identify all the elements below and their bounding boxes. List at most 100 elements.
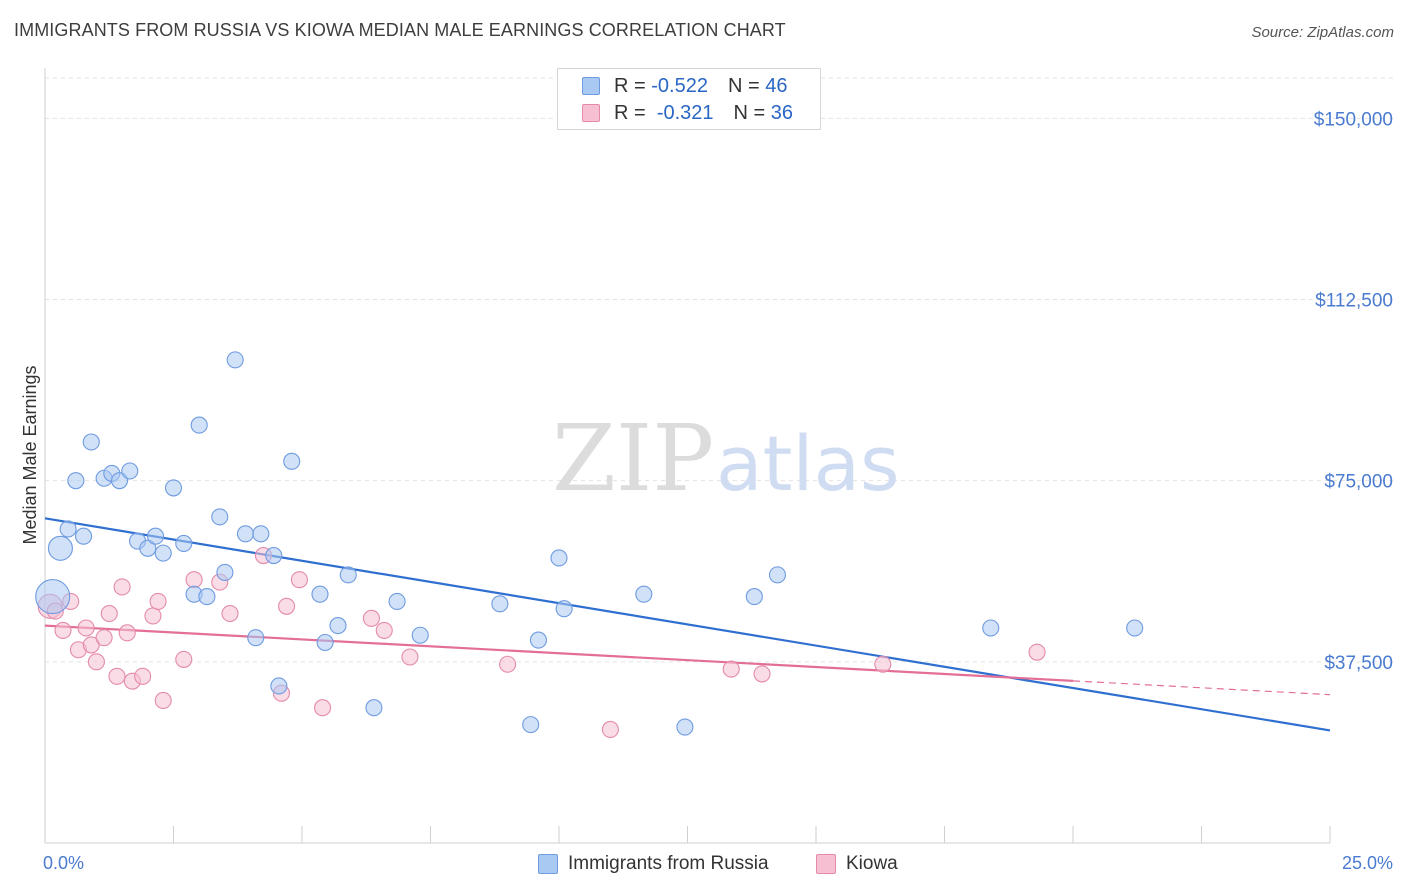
data-point <box>745 588 763 606</box>
data-point <box>95 629 113 647</box>
data-point <box>190 416 208 434</box>
bottom-legend-swatch-kiowa <box>816 854 836 874</box>
legend-r-value: -0.321 <box>656 101 714 124</box>
legend-n-label: N = <box>733 101 766 124</box>
data-point <box>82 433 100 451</box>
y-tick-label: $112,500 <box>1315 290 1393 311</box>
bottom-legend-russia: Immigrants from Russia <box>538 852 769 876</box>
data-point <box>375 621 393 639</box>
data-point <box>768 566 787 584</box>
data-point <box>522 716 540 734</box>
data-point <box>134 667 152 685</box>
bottom-legend-kiowa: Kiowa <box>816 852 898 876</box>
data-points <box>35 351 1144 739</box>
data-point <box>139 539 157 557</box>
bottom-legend-label-kiowa: Kiowa <box>846 853 898 874</box>
data-point <box>164 479 183 497</box>
data-point <box>339 566 357 584</box>
legend-r-value: -0.522 <box>651 74 708 97</box>
data-point <box>175 534 193 553</box>
data-point <box>1028 643 1046 661</box>
data-point <box>121 462 139 480</box>
data-point <box>362 609 380 627</box>
watermark-atlas: atlas <box>716 419 900 508</box>
data-point <box>118 624 136 642</box>
data-point <box>365 699 383 717</box>
data-point <box>311 585 329 603</box>
data-point <box>82 636 100 654</box>
data-point <box>144 607 162 625</box>
data-point <box>676 718 694 736</box>
chart-source: Source: ZipAtlas.com <box>1251 24 1394 41</box>
data-point <box>247 629 265 647</box>
legend-row-kiowa: R = -0.321 N = 36 <box>582 101 793 125</box>
y-tick-label: $150,000 <box>1314 109 1393 130</box>
y-tick-label: $37,500 <box>1324 653 1393 674</box>
data-point <box>555 600 573 618</box>
data-point <box>388 592 406 610</box>
data-point <box>314 699 332 717</box>
data-point <box>149 592 167 610</box>
bottom-legend-swatch-russia <box>538 854 558 874</box>
data-point <box>59 520 77 538</box>
watermark-zip: ZIP <box>552 405 714 512</box>
grid-lines <box>45 77 1394 663</box>
data-point <box>154 691 172 710</box>
data-point <box>154 544 172 562</box>
legend-r-label: R = <box>614 74 646 97</box>
y-tick-label: $75,000 <box>1324 472 1393 493</box>
data-point <box>290 571 308 589</box>
x-tick-label-min: 0.0% <box>43 853 84 873</box>
data-point <box>411 626 429 644</box>
data-point <box>75 527 93 545</box>
chart-title: IMMIGRANTS FROM RUSSIA VS KIOWA MEDIAN M… <box>14 20 786 40</box>
data-point <box>278 597 296 615</box>
correlation-legend: R = -0.522 N = 46 R = -0.321 N = 36 <box>557 68 821 130</box>
data-point <box>108 667 126 685</box>
data-point <box>635 585 653 603</box>
legend-row-russia: R = -0.522 N = 46 <box>582 74 787 98</box>
legend-n-value: 36 <box>770 101 794 124</box>
axes <box>44 68 1331 844</box>
data-point <box>77 619 95 637</box>
data-point <box>47 535 73 561</box>
data-point <box>753 665 771 683</box>
data-point <box>1126 619 1144 637</box>
data-point <box>226 351 244 369</box>
data-point <box>67 472 85 490</box>
data-point <box>499 655 517 673</box>
data-point <box>529 631 547 649</box>
trend-line-extension <box>1072 680 1331 696</box>
data-point <box>982 619 1000 637</box>
data-point <box>146 527 165 545</box>
watermark: ZIP atlas <box>552 405 900 512</box>
data-point <box>100 604 118 623</box>
data-point <box>185 571 203 589</box>
legend-n-label: N = <box>727 74 760 97</box>
data-point <box>283 452 301 470</box>
data-point <box>316 633 334 652</box>
legend-n-value: 46 <box>765 74 788 97</box>
data-point <box>722 660 740 678</box>
data-point <box>216 563 234 582</box>
tick-labels: $37,500 $75,000 $112,500 $150,000 0.0% 25.0% <box>43 109 1393 873</box>
data-point <box>265 546 283 565</box>
data-point <box>252 525 270 543</box>
trend-line <box>44 624 1074 682</box>
data-point <box>113 578 131 596</box>
data-point <box>87 653 105 671</box>
data-point <box>329 617 347 635</box>
data-point <box>198 588 216 606</box>
bottom-legend-label-russia: Immigrants from Russia <box>568 853 769 874</box>
x-tick-label-max: 25.0% <box>1342 853 1393 873</box>
data-point <box>54 621 72 639</box>
legend-swatch-kiowa <box>582 104 600 122</box>
legend-r-label: R = <box>614 101 646 124</box>
data-point <box>601 720 619 739</box>
data-point <box>211 508 229 526</box>
legend-swatch-russia <box>582 77 600 95</box>
data-point <box>236 525 255 543</box>
data-point <box>270 677 288 695</box>
data-point <box>550 549 568 567</box>
